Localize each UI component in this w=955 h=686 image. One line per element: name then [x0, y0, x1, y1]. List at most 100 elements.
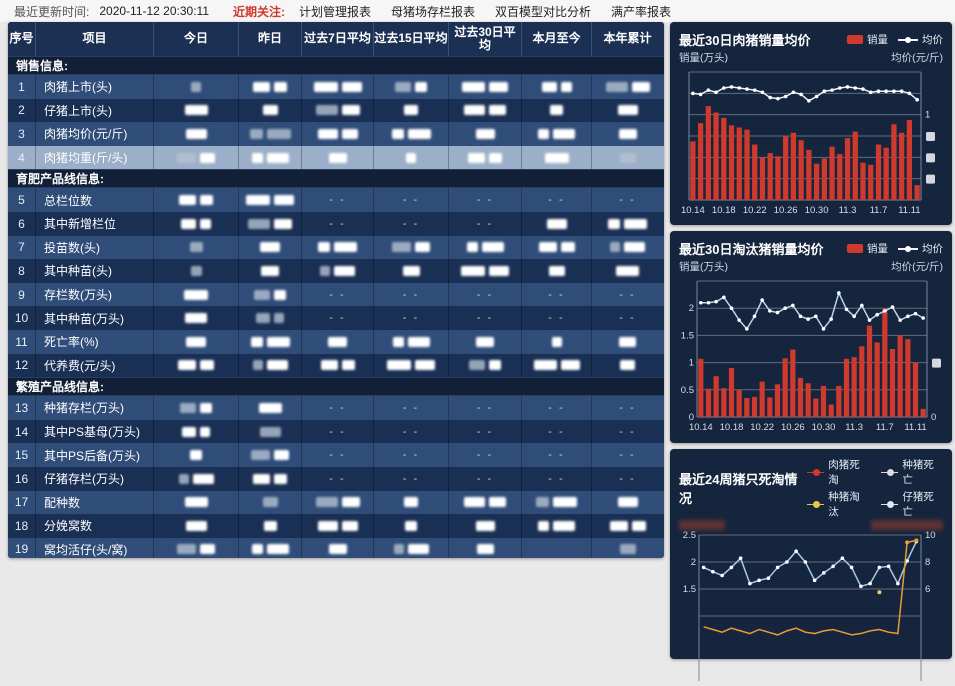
legend-item-breeder-cull[interactable]: 种猪淘汰 [806, 489, 869, 519]
table-row[interactable]: 11 死亡率(%) [8, 329, 664, 354]
tab-double-hundred-model-analysis[interactable]: 双百模型对比分析 [495, 4, 592, 19]
table-row[interactable]: 16 仔猪存栏(万头) - - - - - - - - - - [8, 466, 664, 491]
table-row[interactable]: 4 肉猪均重(斤/头) [8, 145, 664, 170]
redacted-value [631, 520, 646, 531]
table-row[interactable]: 1 肉猪上市(头) [8, 75, 664, 99]
svg-text:11.11: 11.11 [898, 205, 920, 216]
table-row[interactable]: 7 投苗数(头) [8, 235, 664, 260]
data-cell [522, 259, 592, 283]
no-data-dash: - - [329, 217, 346, 230]
table-row[interactable]: 15 其中PS后备(万头) - - - - - - - - - - [8, 443, 664, 467]
data-cell [239, 188, 302, 212]
redacted-value [464, 497, 485, 508]
redacted-value [192, 473, 214, 484]
data-cell: - - [374, 282, 449, 307]
table-row[interactable]: 6 其中新增栏位 - - - - - - [8, 211, 664, 236]
no-data-dash: - - [619, 401, 636, 414]
pig-sales-price-chart: 10.14 10.18 10.22 10.26 10.30 11.3 11.7 11.11 1 [681, 71, 935, 216]
table-row[interactable]: 12 代养费(元/头) [8, 353, 664, 378]
redacted-value [251, 152, 263, 163]
data-cell: - - [449, 396, 522, 420]
data-cell: - - [302, 396, 374, 420]
table-row[interactable]: 14 其中PS基母(万头) - - - - - - - - - - [8, 419, 664, 444]
table-row[interactable]: 19 窝均活仔(头/窝) [8, 537, 664, 558]
data-cell [239, 466, 302, 491]
data-cell: - - [592, 283, 663, 307]
row-number: 11 [8, 329, 36, 354]
redacted-value [415, 81, 427, 92]
redacted-value [328, 544, 347, 555]
data-cell [154, 443, 239, 467]
redacted-value [254, 289, 270, 300]
table-row[interactable]: 10 其中种苗(万头) - - - - - - - - - - [8, 306, 664, 330]
data-cell [374, 259, 449, 283]
redacted-value [185, 313, 207, 324]
row-number: 19 [8, 537, 36, 558]
table-row[interactable]: 18 分娩窝数 [8, 514, 664, 538]
redacted-value [253, 473, 270, 484]
no-data-dash: - - [402, 401, 420, 414]
redacted-value [263, 520, 277, 531]
data-cell [522, 537, 592, 558]
redacted-value [619, 152, 636, 163]
data-cell [592, 236, 663, 260]
chart-panel-death-cull: 最近24周猪只死淘情况 肉猪死淘 种猪死亡 种猪淘汰 仔猪死亡 2.5 2 1.5 1… [670, 449, 952, 681]
data-cell: - - [522, 306, 592, 330]
redacted-value [200, 544, 215, 555]
row-label: 肉猪均重(斤/头) [36, 145, 154, 170]
redacted-value [189, 242, 203, 253]
redacted-value [619, 336, 636, 347]
redacted-value [462, 81, 485, 92]
redacted-value [249, 128, 263, 139]
data-cell [154, 466, 239, 491]
table-row[interactable]: 17 配种数 [8, 490, 664, 515]
redacted-value [315, 497, 338, 508]
svg-text:6: 6 [925, 584, 930, 595]
row-number: 13 [8, 396, 36, 420]
tab-sow-farm-inventory-report[interactable]: 母猪场存栏报表 [391, 4, 476, 19]
data-cell [592, 259, 663, 283]
data-cell [449, 537, 522, 558]
redacted-value [404, 497, 418, 508]
legend-item-breeder-death[interactable]: 种猪死亡 [880, 457, 943, 487]
main-layout: 序号 项目 今日 昨日 过去7日平均 过去15日平均 过去30日平均 本月至今 本年累计 销售信息… [0, 22, 955, 681]
legend-item-sales[interactable]: 销量 [847, 241, 888, 256]
data-cell [374, 490, 449, 515]
svg-text:11.7: 11.7 [876, 422, 894, 433]
table-row[interactable]: 2 仔猪上市(头) [8, 98, 664, 123]
data-cell [449, 514, 522, 538]
data-cell [449, 145, 522, 170]
table-row[interactable]: 9 存栏数(万头) - - - - - - - - - - [8, 282, 664, 307]
table-row[interactable]: 5 总栏位数 - - - - - - - - - - [8, 188, 664, 212]
table-row[interactable]: 8 其中种苗(头) [8, 259, 664, 283]
row-label: 肉猪上市(头) [36, 75, 154, 99]
redacted-value [315, 105, 338, 116]
svg-text:11.11: 11.11 [904, 422, 926, 433]
yellow-dot-icon [806, 500, 825, 509]
redacted-axis-label [932, 358, 941, 368]
redacted-value [266, 152, 289, 163]
redacted-value [560, 360, 580, 371]
chart1-header: 最近30日肉猪销量均价 销量 均价 [675, 28, 947, 49]
legend-item-price[interactable]: 均价 [898, 241, 943, 256]
table-row[interactable]: 3 肉猪均价(元/斤) [8, 122, 664, 146]
tab-full-capacity-report[interactable]: 满产率报表 [611, 4, 672, 19]
data-cell [302, 75, 374, 99]
row-number: 10 [8, 306, 36, 330]
legend-item-sales[interactable]: 销量 [847, 32, 888, 47]
no-data-dash: - - [476, 312, 494, 325]
no-data-dash: - - [619, 472, 636, 485]
legend-item-piglet-death[interactable]: 仔猪死亡 [880, 489, 943, 519]
no-data-dash: - - [548, 194, 565, 207]
data-cell [592, 514, 663, 538]
data-cell: - - [374, 466, 449, 491]
data-cell: - - [374, 396, 449, 420]
legend-item-price[interactable]: 均价 [898, 32, 943, 47]
redacted-value [466, 242, 478, 253]
redacted-value [392, 242, 411, 253]
tab-plan-management-report[interactable]: 计划管理报表 [299, 4, 372, 19]
legend-item-pig-death-cull[interactable]: 肉猪死淘 [806, 457, 869, 487]
table-row[interactable]: 13 种猪存栏(万头) - - - - - - - - - - [8, 396, 664, 420]
redacted-value [334, 242, 357, 253]
redacted-value [274, 289, 286, 300]
